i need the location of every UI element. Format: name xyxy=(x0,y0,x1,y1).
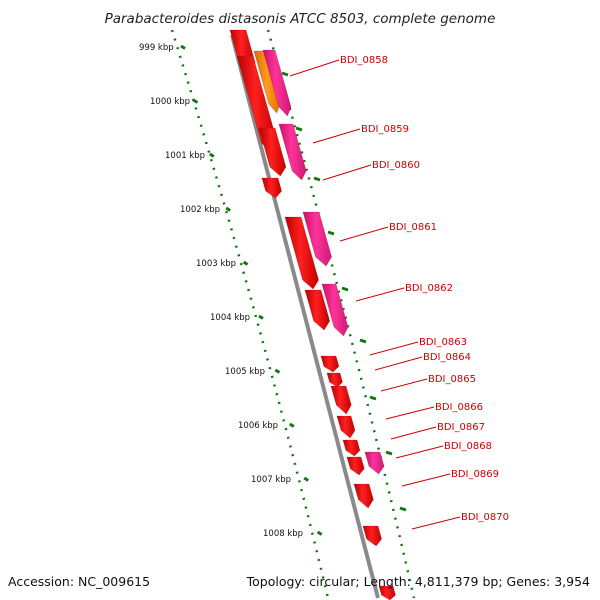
outer-tick-mark xyxy=(359,338,367,344)
gene-leader-line xyxy=(411,516,461,530)
gene-leader-line xyxy=(369,341,419,356)
kbp-tick-label: 1002 kbp xyxy=(180,205,220,215)
gene-label[interactable]: BDI_0865 xyxy=(428,374,476,385)
gene-leader-line xyxy=(312,128,361,144)
gene-label[interactable]: BDI_0861 xyxy=(389,222,437,233)
gene-arrow xyxy=(258,127,287,177)
gene-leader-line xyxy=(374,356,423,371)
kbp-tick-label: 1006 kbp xyxy=(238,421,278,431)
kbp-tick-label: 1001 kbp xyxy=(165,151,205,161)
outer-tick-mark xyxy=(385,450,393,456)
gene-arrow xyxy=(284,216,319,290)
gene-leader-line xyxy=(355,287,405,302)
kbp-tick-label: 999 kbp xyxy=(139,43,174,53)
outer-tick-mark xyxy=(295,126,303,132)
kbp-tick-mark xyxy=(303,476,309,482)
gene-leader-line xyxy=(322,164,372,181)
kbp-tick-mark xyxy=(289,422,295,428)
kbp-tick-label: 1003 kbp xyxy=(196,259,236,269)
map-title: Parabacteroides distasonis ATCC 8503, co… xyxy=(105,11,496,27)
gene-leader-line xyxy=(380,378,428,392)
kbp-tick-label: 1005 kbp xyxy=(225,367,265,377)
accession-text: Accession: NC_009615 xyxy=(8,574,150,589)
gene-label[interactable]: BDI_0864 xyxy=(423,352,471,363)
gene-label[interactable]: BDI_0870 xyxy=(461,512,509,523)
gene-arrow xyxy=(302,211,332,267)
kbp-tick-label: 1008 kbp xyxy=(263,529,303,539)
gene-label[interactable]: BDI_0862 xyxy=(405,283,453,294)
outer-tick-mark xyxy=(399,506,407,512)
gene-arrow xyxy=(326,372,343,388)
gene-label[interactable]: BDI_0858 xyxy=(340,55,388,66)
outer-tick-mark xyxy=(327,230,335,236)
kbp-tick-mark xyxy=(258,314,264,320)
gene-arrow xyxy=(278,123,307,181)
gene-leader-line xyxy=(289,59,340,77)
gene-arrow xyxy=(321,283,349,337)
gene-label[interactable]: BDI_0859 xyxy=(361,124,409,135)
gene-arrow xyxy=(320,355,340,373)
gene-arrow xyxy=(253,50,281,114)
gene-leader-line xyxy=(395,445,444,459)
topology-text: Topology: circular; Length: 4,811,379 bp… xyxy=(246,574,590,589)
gene-leader-line xyxy=(390,426,437,440)
outer-tick-mark xyxy=(341,286,349,292)
kbp-tick-mark xyxy=(192,98,199,104)
kbp-tick-mark xyxy=(316,530,323,536)
kbp-tick-mark xyxy=(274,368,281,374)
gene-arrow xyxy=(362,525,382,547)
kbp-tick-mark xyxy=(180,44,186,50)
kbp-tick-mark xyxy=(209,152,215,158)
gene-arrow xyxy=(346,456,365,476)
gene-label[interactable]: BDI_0868 xyxy=(444,441,492,452)
kbp-tick-label: 1004 kbp xyxy=(210,313,250,323)
gene-leader-line xyxy=(401,473,451,487)
gene-label-group: BDI_0858 BDI_0859 BDI_0860 BDI_0861 BDI_0862… xyxy=(289,55,509,530)
outer-tick-mark xyxy=(313,176,321,182)
kbp-tick-label: 1000 kbp xyxy=(150,97,190,107)
kbp-tick-mark xyxy=(242,260,249,266)
outer-tick-mark xyxy=(369,395,377,401)
gene-arrow xyxy=(261,177,282,199)
gene-arrow xyxy=(330,385,352,415)
kbp-tick-mark xyxy=(225,206,231,212)
gene-leader-line xyxy=(385,406,435,420)
kbp-tick-group: 999 kbp 1000 kbp 1001 kbp 1002 kbp 1003 kbp 1… xyxy=(139,43,407,539)
gene-arrow xyxy=(342,439,361,457)
gene-arrow-group xyxy=(229,29,396,600)
gene-leader-line xyxy=(339,226,389,242)
gene-arrow xyxy=(262,49,292,117)
gene-label[interactable]: BDI_0869 xyxy=(451,469,499,480)
gene-label[interactable]: BDI_0860 xyxy=(372,160,420,171)
gene-arrow xyxy=(353,483,374,509)
gene-arrow xyxy=(378,585,396,600)
gene-label[interactable]: BDI_0866 xyxy=(435,402,483,413)
gene-arrow xyxy=(336,415,356,439)
kbp-tick-label: 1007 kbp xyxy=(251,475,291,485)
genome-backbone xyxy=(230,34,380,599)
gene-label[interactable]: BDI_0867 xyxy=(437,422,485,433)
outer-dotted-track xyxy=(266,29,416,599)
gene-label[interactable]: BDI_0863 xyxy=(419,337,467,348)
outer-tick-mark xyxy=(281,71,289,77)
gene-arrow xyxy=(304,289,331,331)
gene-arrow xyxy=(364,451,385,475)
